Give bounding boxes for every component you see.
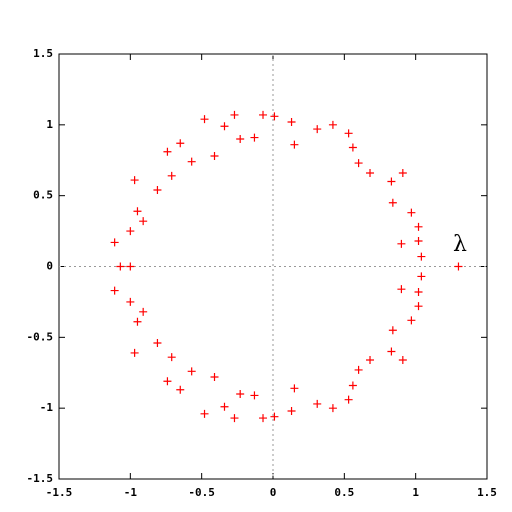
point xyxy=(417,272,426,281)
point xyxy=(290,384,299,393)
y-tick-label: 1.5 xyxy=(33,47,53,60)
point xyxy=(414,237,423,245)
point xyxy=(397,239,406,248)
point xyxy=(366,169,375,177)
point xyxy=(230,110,239,119)
x-tick-label: -1 xyxy=(124,486,138,499)
point xyxy=(344,129,353,138)
point xyxy=(366,356,375,364)
point xyxy=(187,157,196,166)
point xyxy=(116,262,125,271)
point xyxy=(348,381,357,390)
point xyxy=(176,139,185,148)
point xyxy=(139,217,148,226)
point xyxy=(126,297,135,306)
point xyxy=(387,347,396,356)
point xyxy=(153,186,162,194)
point xyxy=(290,140,299,149)
x-tick-label: 1 xyxy=(412,486,419,499)
point xyxy=(130,176,139,185)
point xyxy=(407,316,416,325)
point xyxy=(133,207,142,216)
point xyxy=(167,353,176,362)
point xyxy=(220,122,229,131)
point xyxy=(153,339,162,347)
point xyxy=(270,412,279,421)
point xyxy=(250,133,259,142)
point xyxy=(407,208,416,217)
point xyxy=(354,159,363,168)
point xyxy=(313,399,322,408)
point xyxy=(130,348,139,357)
y-tick-label: -1.5 xyxy=(27,472,54,485)
point xyxy=(414,302,423,311)
point xyxy=(126,262,135,271)
x-tick-label: 0 xyxy=(270,486,277,499)
y-tick-label: -1 xyxy=(40,401,54,414)
point xyxy=(176,385,185,394)
x-tick-label: 0.5 xyxy=(334,486,354,499)
point xyxy=(230,414,239,423)
point xyxy=(250,391,259,400)
point xyxy=(110,238,119,247)
point xyxy=(387,177,396,186)
y-tick-label: 1 xyxy=(46,118,53,131)
point xyxy=(328,120,337,129)
point xyxy=(200,409,209,418)
point xyxy=(397,285,406,294)
point xyxy=(414,288,423,296)
point xyxy=(414,222,423,231)
point xyxy=(187,367,196,376)
point xyxy=(220,402,229,411)
y-tick-label: -0.5 xyxy=(27,330,54,343)
point xyxy=(126,227,135,236)
point xyxy=(236,390,245,398)
point xyxy=(388,326,397,335)
point xyxy=(259,414,268,423)
point xyxy=(354,365,363,374)
point xyxy=(163,377,172,386)
point xyxy=(236,135,245,143)
point xyxy=(110,286,119,295)
annotation: λ xyxy=(453,232,467,257)
point xyxy=(313,125,322,134)
y-tick-label: 0.5 xyxy=(33,189,53,202)
point xyxy=(200,115,209,124)
point xyxy=(454,262,463,271)
x-tick-label: -0.5 xyxy=(188,486,215,499)
point xyxy=(328,404,337,413)
point xyxy=(139,307,148,316)
point xyxy=(167,171,176,180)
point xyxy=(388,198,397,207)
point xyxy=(270,112,279,121)
point xyxy=(259,110,268,119)
point xyxy=(163,147,172,156)
y-tick-label: 0 xyxy=(46,260,53,273)
point xyxy=(210,152,219,160)
point xyxy=(398,356,407,364)
point xyxy=(344,395,353,404)
point xyxy=(287,407,296,415)
point xyxy=(417,252,426,261)
point xyxy=(348,143,357,152)
point xyxy=(210,373,219,381)
point xyxy=(287,118,296,126)
x-tick-label: -1.5 xyxy=(46,486,73,499)
point xyxy=(398,169,407,177)
x-tick-label: 1.5 xyxy=(477,486,497,499)
point xyxy=(133,317,142,326)
